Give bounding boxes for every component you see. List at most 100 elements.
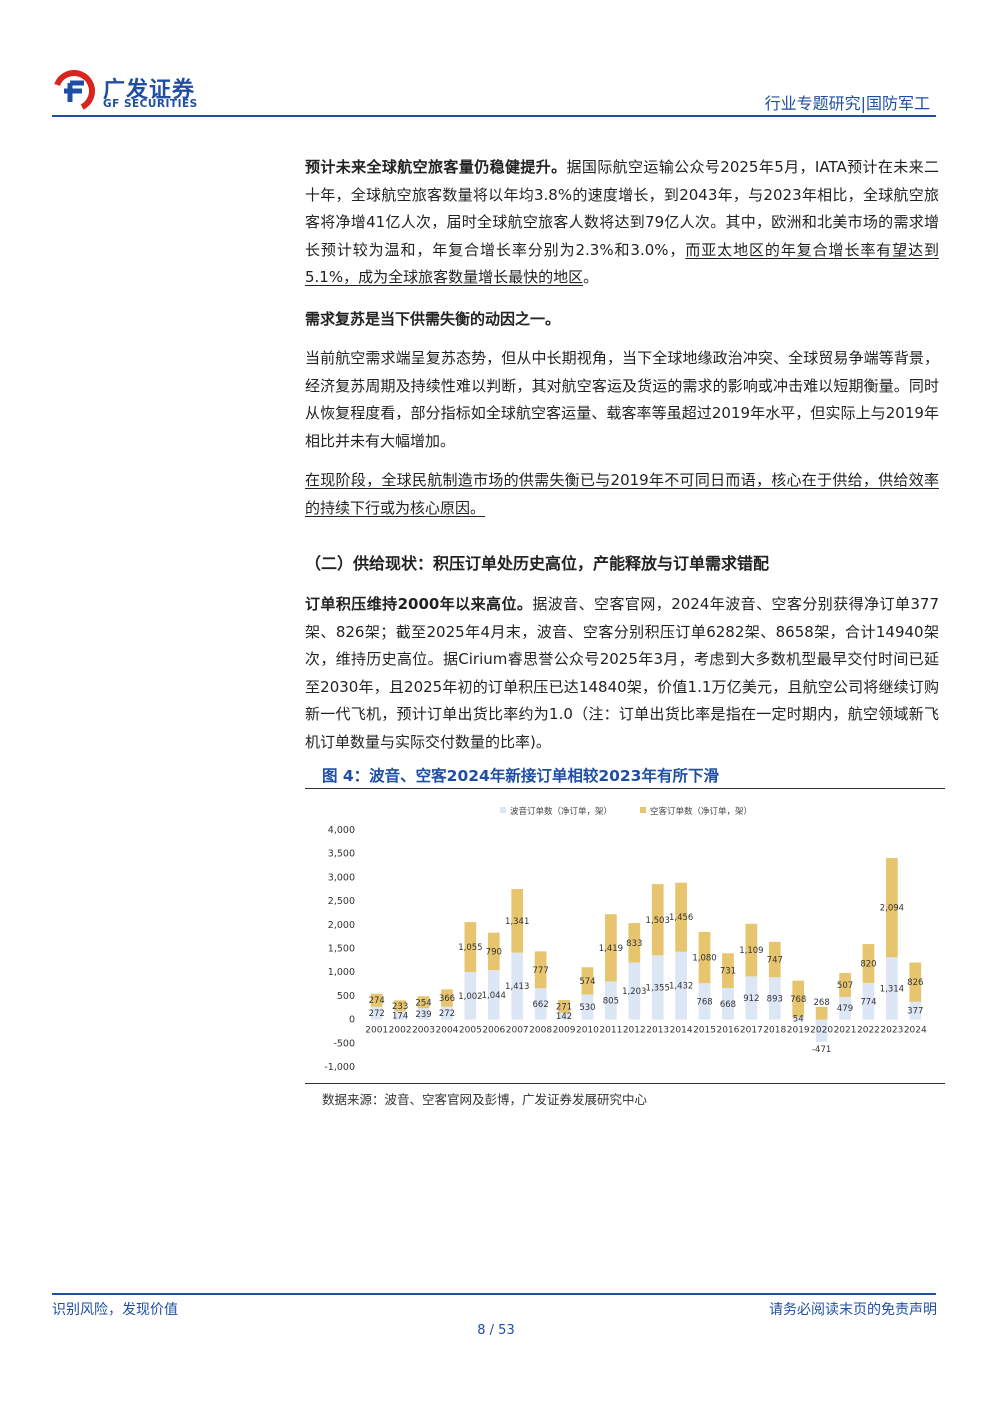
x-tick-label: 2004 [436,1026,459,1036]
figure-top-rule [305,788,945,789]
y-tick-label: 3,500 [328,849,355,860]
data-label-airbus: 1,419 [599,944,623,954]
x-tick-label: 2016 [717,1026,740,1036]
data-label-boeing: 1,355 [646,983,670,993]
x-tick-label: 2021 [834,1026,857,1036]
page-number: 8 / 53 [477,1323,515,1338]
bar-airbus [651,884,664,956]
bar-airbus [839,972,851,997]
bar-boeing [534,988,547,1020]
footer-disclaimer: 请务必阅读末页的免责声明 [769,1302,937,1318]
x-tick-label: 2011 [599,1026,622,1036]
y-tick-label: 4,000 [328,825,355,836]
data-label-airbus: 777 [533,966,549,976]
data-label-airbus: 274 [369,996,385,1006]
report-category: 行业专题研究|国防军工 [764,94,930,113]
data-label-boeing: 1,413 [505,982,529,992]
data-label-boeing: 768 [696,997,712,1007]
figure-title: 图 4：波音、空客2024年新接订单相较2023年有所下滑 [322,767,719,785]
data-label-boeing: 662 [533,1000,549,1010]
x-tick-label: 2003 [412,1026,435,1036]
x-tick-label: 2014 [670,1026,693,1036]
y-tick-label: 1,500 [328,944,355,955]
bar-boeing [839,996,851,1020]
bar-boeing [792,1017,805,1020]
bar-airbus [394,1000,406,1012]
data-label-airbus: 1,080 [692,954,716,964]
data-label-boeing: 1,002 [458,992,482,1002]
bar-airbus [886,858,898,958]
x-tick-label: 2018 [763,1026,786,1036]
paragraph-supply-imbalance: 在现阶段，全球民航制造市场的供需失衡已与2019年不可同日而语，核心在于供给，供… [305,471,939,517]
data-label-airbus: 254 [415,998,431,1008]
data-label-boeing: 239 [415,1010,431,1020]
bar-airbus [370,993,383,1007]
bar-boeing [417,1008,430,1020]
bar-airbus [581,967,594,995]
x-tick-label: 2015 [693,1026,716,1036]
bar-airbus [417,996,430,1009]
paragraph-lead: 预计未来全球航空旅客量仍稳健提升。 [305,158,567,176]
header-divider [52,115,936,117]
bar-airbus [558,1000,570,1013]
figure-source: 数据来源：波音、空客官网及彭博，广发证券发展研究中心 [322,1092,648,1107]
footer-divider [52,1293,936,1295]
bar-boeing [370,1006,383,1020]
data-label-airbus: 826 [907,978,923,988]
paragraph-tail: 。 [583,268,599,286]
y-tick-label: 3,000 [328,872,355,883]
data-label-airbus: 768 [790,995,806,1005]
data-label-boeing: 893 [767,994,783,1004]
data-label-airbus: 574 [579,977,595,987]
x-tick-label: 2010 [576,1026,599,1036]
data-label-airbus: 820 [860,959,876,969]
x-tick-label: 2022 [857,1026,880,1036]
data-label-boeing: -471 [812,1045,831,1055]
data-label-boeing: 272 [439,1009,455,1019]
demand-heading: 需求复苏是当下供需失衡的动因之一。 [305,310,561,328]
paragraph-passenger-forecast: 预计未来全球航空旅客量仍稳健提升。据国际航空运输公众号2025年5月，IATA预… [305,154,939,292]
data-label-airbus: 1,456 [669,913,693,923]
orders-bar-chart: 波音订单数（净订单，架） 空客订单数（净订单，架） 4,000 3,500 3,000 2… [324,806,927,1073]
data-label-airbus: 2,094 [880,904,904,914]
data-label-airbus: 366 [439,994,455,1004]
bar-airbus [909,962,922,1002]
x-tick-label: 2001 [365,1026,388,1036]
paragraph-text: 据波音、空客官网，2024年波音、空客分别获得净订单377架、826架；截至20… [305,595,939,751]
bar-boeing [605,981,617,1020]
x-tick-label: 2023 [880,1026,903,1036]
bar-boeing [675,951,687,1020]
data-label-boeing: 54 [793,1014,804,1024]
data-label-boeing: 668 [720,1000,736,1010]
y-tick-label: 0 [349,1015,355,1026]
y-tick-label: 500 [337,991,355,1002]
x-tick-label: 2005 [459,1026,482,1036]
bar-boeing [698,983,711,1020]
data-label-boeing: 1,044 [482,991,506,1001]
x-tick-label: 2020 [810,1026,833,1036]
logo-name: 广发证券 [103,78,196,103]
x-tick-label: 2009 [553,1026,576,1036]
data-label-boeing: 142 [556,1012,572,1022]
bar-boeing [815,1019,828,1042]
logo-subtitle: GF SECURITIES [103,98,198,110]
bar-airbus [487,932,500,971]
data-label-airbus: 747 [767,956,783,966]
x-tick-label: 2008 [529,1026,552,1036]
legend-swatch [500,807,506,813]
bar-airbus [441,989,453,1007]
data-label-airbus: 790 [486,947,502,957]
bar-airbus [698,932,711,984]
data-label-airbus: 731 [720,967,736,977]
y-tick-label: 2,500 [328,896,355,907]
y-tick-label: -500 [333,1038,355,1049]
data-label-boeing: 1,314 [880,984,904,994]
data-label-boeing: 774 [860,997,876,1007]
bar-boeing [487,970,500,1020]
footer-slogan: 识别风险，发现价值 [52,1302,178,1318]
data-label-airbus: 507 [837,981,853,991]
data-label-airbus: 1,341 [505,917,529,927]
bar-boeing [628,962,641,1020]
legend-swatch [640,807,646,813]
x-tick-label: 2019 [787,1026,810,1036]
